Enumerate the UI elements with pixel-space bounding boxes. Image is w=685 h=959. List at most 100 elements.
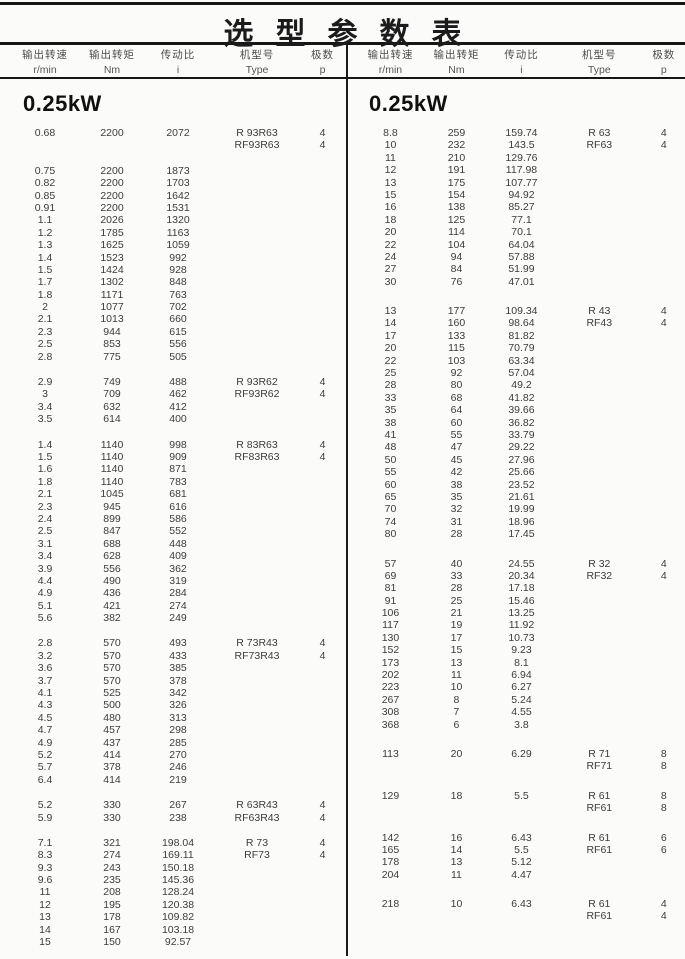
- table-row: 2.3 944 615: [9, 326, 346, 338]
- cell-poles: [301, 600, 344, 612]
- cell-type: [556, 694, 643, 706]
- cell-ratio: 998: [169, 438, 187, 451]
- cell-type: R 83R63: [236, 438, 278, 451]
- cell-speed: 7.1: [37, 836, 53, 849]
- table-row: 4.3 500 326: [9, 699, 346, 711]
- column-header-speed: 输出转速 r/min: [22, 48, 68, 76]
- cell-poles: 4: [319, 376, 326, 389]
- cell-speed: 15: [39, 936, 51, 949]
- cell-ratio: 1163: [166, 226, 190, 239]
- column-header-ratio: 传动比 i: [504, 48, 539, 76]
- cell-torque: 382: [103, 612, 121, 625]
- cell-torque: 8: [453, 693, 460, 706]
- cell-speed: 30: [384, 275, 397, 288]
- cell-type: [556, 379, 643, 391]
- table-row: 130 17 10.73: [355, 632, 685, 644]
- cell-poles: 4: [319, 438, 326, 451]
- cell-ratio: 24.55: [508, 557, 535, 570]
- cell-ratio: 992: [169, 251, 187, 264]
- cell-speed: 9.6: [37, 874, 53, 887]
- cell-type: [213, 239, 301, 251]
- cell-speed: 2.3: [37, 325, 53, 338]
- cell-type: [556, 454, 643, 466]
- table-row: RF71 8: [355, 760, 685, 772]
- cell-speed: 41: [384, 428, 397, 441]
- cell-torque: 525: [103, 687, 121, 700]
- cell-speed: 5.2: [37, 799, 53, 812]
- cell-speed: 0.91: [34, 201, 56, 214]
- cell-speed: 3.4: [37, 550, 53, 563]
- cell-speed: 2.1: [37, 313, 53, 326]
- table-block: 1.4 1140 998 R 83R63 4 1.5 1140 909 RF83R63 4 1.6 1…: [9, 439, 346, 625]
- table-row: 4.7 457 298: [9, 724, 346, 736]
- cell-speed: 5.1: [37, 599, 53, 612]
- cell-ratio: 552: [169, 525, 187, 538]
- cell-ratio: 763: [169, 288, 187, 301]
- cell-poles: [301, 699, 344, 711]
- table-row: 13 177 109.34 R 43 4: [355, 305, 685, 317]
- cell-torque: 614: [103, 413, 121, 426]
- cell-type: [556, 528, 643, 540]
- cell-poles: [643, 251, 685, 263]
- cell-type: R 61: [588, 898, 611, 911]
- cell-poles: [301, 165, 344, 177]
- cell-torque: 321: [103, 836, 121, 849]
- cell-poles: [301, 264, 344, 276]
- table-row: 24 94 57.88: [355, 251, 685, 263]
- cell-ratio: [487, 760, 556, 772]
- cell-ratio: 15.46: [508, 594, 535, 607]
- cell-ratio: 6.43: [511, 898, 532, 911]
- table-block: 2.9 749 488 R 93R62 4 3 709 462 RF93R62 4 3.4 632 41…: [9, 376, 346, 426]
- table-row: 30 76 47.01: [355, 276, 685, 288]
- table-row: 8.8 259 159.74 R 63 4: [355, 127, 685, 139]
- cell-torque: 11: [451, 669, 462, 682]
- cell-torque: 19: [450, 619, 463, 632]
- table-row: 13 178 109.82: [9, 911, 346, 923]
- cell-ratio: 198.04: [161, 836, 195, 849]
- cell-ratio: 94.92: [508, 188, 535, 201]
- cell-ratio: 63.34: [508, 354, 535, 367]
- cell-poles: [643, 681, 685, 693]
- table-row: 3.2 570 433 RF73R43 4: [9, 650, 346, 662]
- table-row: 5.2 414 270: [9, 749, 346, 761]
- cell-type: [213, 413, 301, 425]
- cell-torque: 2200: [100, 127, 124, 139]
- cell-torque: 80: [450, 379, 463, 392]
- table-row: 33 68 41.82: [355, 392, 685, 404]
- cell-speed: 2.3: [37, 500, 53, 513]
- cell-speed: 16: [384, 201, 397, 214]
- cell-speed: 130: [381, 631, 400, 644]
- cell-type: [213, 612, 301, 624]
- cell-ratio: 928: [169, 263, 187, 276]
- cell-type: R 32: [588, 557, 611, 570]
- cell-type: [556, 417, 643, 429]
- cell-torque: 2200: [100, 164, 124, 177]
- cell-speed: 1.4: [37, 438, 53, 451]
- cell-type: R 71: [588, 747, 611, 760]
- cell-ratio: 85.27: [508, 201, 535, 214]
- cell-torque: 945: [103, 500, 121, 513]
- cell-poles: [643, 404, 685, 416]
- cell-speed: 12: [39, 898, 51, 911]
- cell-speed: 3: [42, 388, 48, 401]
- cell-type: RF73: [244, 849, 270, 862]
- cell-type: [213, 563, 301, 575]
- cell-torque: 35: [450, 490, 463, 503]
- cell-poles: [643, 263, 685, 275]
- cell-type: [213, 774, 301, 786]
- cell-type: [213, 862, 301, 874]
- cell-poles: [643, 644, 685, 656]
- cell-ratio: 117.98: [505, 164, 538, 177]
- cell-ratio: 41.82: [508, 391, 535, 404]
- cell-speed: 24: [384, 250, 397, 263]
- table-row: 5.2 330 267 R 63R43 4: [9, 799, 346, 811]
- cell-poles: [301, 190, 344, 202]
- cell-ratio: 267: [169, 799, 187, 812]
- cell-poles: [643, 657, 685, 669]
- cell-ratio: 462: [169, 388, 187, 401]
- cell-speed: 204: [381, 868, 400, 881]
- table-row: 0.75 2200 1873: [9, 165, 346, 177]
- table-block: 113 20 6.29 R 71 8 RF71 8: [355, 748, 685, 773]
- cell-speed: 2.8: [37, 350, 53, 363]
- cell-speed: 0.68: [34, 127, 56, 139]
